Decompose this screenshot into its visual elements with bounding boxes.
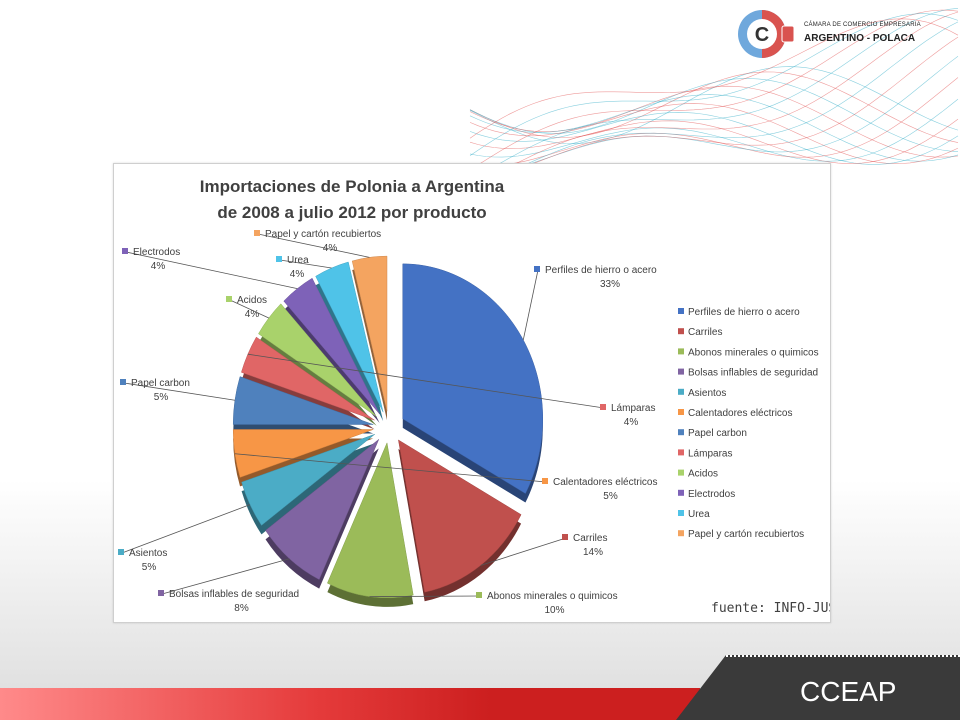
logo-emblem-letter: C [755, 24, 769, 46]
callout-swatch [226, 296, 232, 302]
chart-source: fuente: INFO-JUST [711, 601, 830, 616]
callout-percent: 10% [544, 605, 564, 616]
callout-name: Electrodos [133, 247, 180, 258]
callout-line [257, 233, 370, 258]
decorative-waves [469, 8, 959, 187]
callout-name: Bolsas inflables de seguridad [169, 589, 299, 600]
callout-percent: 5% [603, 491, 618, 502]
legend-swatch [678, 429, 684, 436]
callout-name: Urea [287, 255, 309, 266]
legend-label: Electrodos [688, 489, 735, 500]
legend-label: Bolsas inflables de seguridad [688, 368, 818, 379]
legend-label: Calentadores eléctricos [688, 408, 793, 419]
callout-swatch [600, 404, 606, 410]
callout-line [522, 269, 539, 341]
callout-line [480, 537, 567, 566]
legend-swatch [678, 449, 684, 456]
callout-percent: 14% [583, 547, 603, 558]
callout-name: Abonos minerales o quimicos [487, 591, 618, 602]
callout-line [123, 382, 235, 401]
legend-swatch [678, 469, 684, 476]
callout-line [369, 595, 481, 598]
callout-percent: 33% [600, 279, 620, 290]
chart-title: Importaciones de Polonia a Argentina [200, 177, 505, 196]
pie-slices [232, 255, 543, 607]
pie-slice [265, 439, 380, 580]
legend-label: Abonos minerales o quimicos [688, 347, 819, 358]
callout-percent: 5% [154, 392, 169, 403]
callout-swatch [276, 256, 282, 262]
legend-label: Papel y cartón recubiertos [688, 529, 804, 540]
callout-line [229, 299, 269, 319]
pie-slice [232, 376, 374, 425]
callout-swatch [562, 534, 568, 540]
brand-box [676, 655, 960, 720]
callout-name: Acidos [237, 295, 267, 306]
callout-line [234, 453, 547, 483]
callout-name: Calentadores eléctricos [553, 477, 658, 488]
callout-swatch [534, 266, 540, 272]
legend-swatch [678, 328, 684, 335]
legend-swatch [678, 348, 684, 355]
callout-line [161, 558, 290, 595]
legend-swatch [678, 308, 684, 314]
callout-percent: 4% [151, 261, 166, 272]
callout-percent: 4% [323, 243, 338, 254]
pie-slice [402, 263, 543, 494]
legend-label: Acidos [688, 469, 718, 480]
callout-line [121, 504, 251, 554]
legend-label: Perfiles de hierro o acero [688, 307, 800, 318]
pie-slice [351, 255, 388, 412]
logo-emblem-icon: C [738, 10, 795, 58]
pie-chart: Importaciones de Polonia a Argentina de … [118, 177, 830, 616]
legend-swatch [678, 409, 684, 415]
callout-name: Perfiles de hierro o acero [545, 265, 657, 276]
callout-name: Papel y cartón recubiertos [265, 229, 381, 240]
pie-slice [398, 439, 522, 593]
brand-label: CCEAP [800, 676, 897, 707]
chart-legend: Perfiles de hierro o acero Carriles Abonos… [678, 307, 819, 540]
callout-percent: 8% [234, 603, 249, 614]
callout-name: Asientos [129, 548, 167, 559]
legend-label: Urea [688, 509, 710, 520]
callout-swatch [542, 478, 548, 484]
chart-subtitle: de 2008 a julio 2012 por producto [217, 203, 486, 222]
callout-swatch [476, 592, 482, 598]
legend-swatch [678, 489, 684, 496]
legend-label: Lámparas [688, 448, 732, 459]
legend-label: Carriles [688, 327, 722, 338]
callout-line [279, 259, 332, 269]
legend-label: Papel carbon [688, 428, 747, 439]
legend-swatch [678, 388, 684, 395]
callout-line [125, 251, 298, 290]
callout-percent: 4% [245, 309, 260, 320]
legend-swatch [678, 510, 684, 516]
callout-percent: 5% [142, 562, 157, 573]
callout-swatch [158, 590, 164, 596]
chamber-logo: C CÁMARA DE COMERCIO EMPRESARIA ARGENTIN… [736, 8, 946, 60]
chart-panel: Importaciones de Polonia a Argentina de … [113, 163, 831, 623]
pie-slice [283, 277, 380, 415]
callout-swatch [118, 549, 124, 555]
pie-slice [241, 434, 375, 526]
slice-callouts: Perfiles de hierro o acero 33% Carriles 14%… [118, 229, 658, 616]
callout-name: Papel carbon [131, 378, 190, 389]
callout-line [247, 353, 605, 409]
callout-swatch [254, 230, 260, 236]
callout-swatch [122, 248, 128, 254]
callout-percent: 4% [290, 269, 305, 280]
callout-percent: 4% [624, 417, 639, 428]
logo-line1: CÁMARA DE COMERCIO EMPRESARIA [804, 22, 921, 28]
callout-name: Carriles [573, 533, 607, 544]
footer-stripe [0, 688, 700, 720]
legend-label: Asientos [688, 388, 726, 399]
legend-swatch [678, 368, 684, 375]
logo-line2: ARGENTINO - POLACA [804, 33, 916, 44]
legend-swatch [678, 530, 684, 537]
callout-name: Lámparas [611, 403, 655, 414]
callout-swatch [120, 379, 126, 385]
